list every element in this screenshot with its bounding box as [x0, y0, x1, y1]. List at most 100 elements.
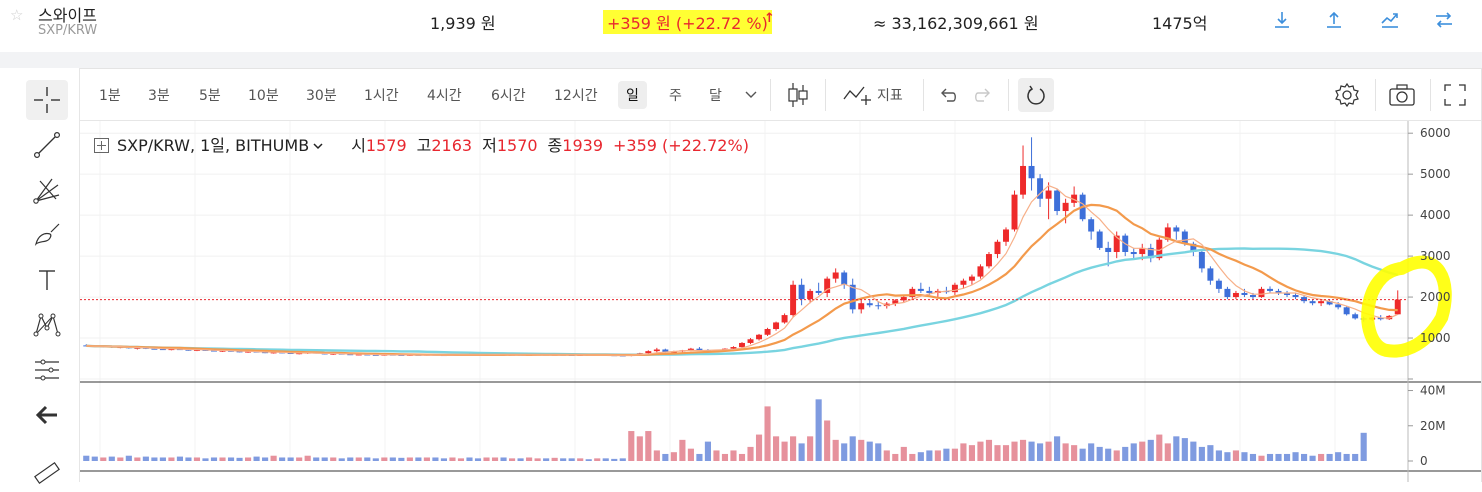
volume-bar: [406, 457, 413, 461]
timeframe-4h[interactable]: 4시간: [427, 88, 462, 104]
chevron-down-icon[interactable]: [744, 87, 758, 101]
volume-bar: [270, 455, 277, 461]
candle-body: [1224, 288, 1231, 298]
redo-icon[interactable]: [973, 85, 993, 105]
candle-body: [764, 329, 771, 335]
volume-bar: [636, 436, 643, 461]
undo-icon[interactable]: [938, 85, 958, 105]
volume-bar: [483, 457, 490, 461]
toolbar-divider: [770, 79, 771, 111]
volume-bar: [1054, 436, 1061, 461]
timeframe-30m[interactable]: 30분: [306, 88, 337, 104]
timeframe-6h[interactable]: 6시간: [491, 88, 526, 104]
trend-line-tool[interactable]: [26, 125, 68, 165]
candle-body: [1003, 229, 1009, 242]
volume-bar: [1028, 441, 1035, 461]
candle-body: [1343, 307, 1350, 315]
expand-plus-icon[interactable]: [94, 138, 109, 153]
timeframe-1m[interactable]: 1분: [99, 88, 121, 104]
volume-bar: [696, 453, 703, 461]
volume-bar: [560, 458, 567, 461]
chevron-down-icon[interactable]: [313, 142, 323, 150]
reset-button[interactable]: [1018, 78, 1054, 112]
favorite-star-icon[interactable]: ☆: [10, 6, 24, 24]
candle-body: [824, 278, 831, 293]
candle-body: [687, 348, 694, 351]
candle-body: [875, 305, 882, 307]
candlestick-type-icon[interactable]: [786, 81, 810, 109]
volume-bar: [1096, 446, 1103, 461]
volume-bar: [611, 458, 618, 461]
volume-bar: [858, 439, 865, 461]
candle-body: [236, 351, 243, 353]
indicator-button[interactable]: 지표: [877, 88, 903, 104]
volume-bar: [100, 457, 107, 461]
crosshair-tool[interactable]: [26, 80, 68, 120]
swap-icon[interactable]: [1432, 8, 1456, 32]
withdraw-icon[interactable]: [1322, 8, 1346, 32]
volume-bar: [262, 457, 269, 461]
ruler-tool[interactable]: [26, 452, 68, 492]
volume-bar: [151, 457, 158, 461]
moving-averages: [86, 184, 1399, 357]
pattern-tool[interactable]: [26, 305, 68, 345]
timeframe-month[interactable]: 달: [709, 88, 722, 104]
candle-body: [355, 354, 362, 356]
volume-bar: [491, 457, 499, 461]
candle-body: [1190, 243, 1197, 252]
price-tick-label: 1000: [1420, 331, 1451, 345]
timeframe-1h[interactable]: 1시간: [364, 88, 399, 104]
volume-bar: [849, 436, 856, 461]
camera-icon[interactable]: [1388, 83, 1416, 107]
price-tick-label: 6000: [1420, 126, 1451, 140]
volume-bar: [679, 439, 686, 461]
brush-tool[interactable]: [26, 215, 68, 255]
price-tick-label: 5000: [1420, 167, 1451, 181]
volume-bar: [687, 448, 694, 461]
candle-body: [739, 342, 745, 348]
volume-bar: [1019, 439, 1027, 461]
volume-bar: [883, 450, 890, 461]
back-tool[interactable]: [26, 395, 68, 435]
legend-high: 2163: [431, 136, 473, 155]
candle-body: [1198, 252, 1205, 269]
candle-body: [168, 349, 175, 351]
brush-icon: [34, 223, 60, 246]
volume-bar: [108, 456, 115, 461]
text-tool[interactable]: [26, 260, 68, 300]
volume-bar: [926, 450, 933, 461]
volume-bar: [321, 457, 328, 461]
volume-bar: [236, 457, 243, 461]
price-chart[interactable]: 1000 2000 3000 4000 5000 6000 0 20M 40M: [80, 121, 1481, 482]
volume-bar: [1266, 453, 1274, 461]
volume-tick-label: 0: [1420, 454, 1428, 468]
legend-symbol[interactable]: SXP/KRW, 1일, BITHUMB: [117, 136, 310, 155]
fib-fan-tool[interactable]: [26, 170, 68, 210]
settings-gear-icon[interactable]: [1334, 82, 1360, 108]
indicator-icon[interactable]: [842, 83, 872, 107]
candle-body: [262, 352, 269, 354]
volume-bar: [313, 457, 320, 461]
candle-body: [1045, 190, 1052, 199]
trend-chart-icon[interactable]: [1378, 8, 1402, 32]
candle-body: [1028, 165, 1035, 179]
candle-body: [977, 266, 984, 277]
ticker-bar: ☆ 스와이프 SXP/KRW 1,939 원 +359 원 (+22.72 %)…: [0, 0, 1482, 52]
timeframe-day[interactable]: 일: [618, 81, 647, 109]
timeframe-12h[interactable]: 12시간: [554, 88, 598, 104]
timeframe-5m[interactable]: 5분: [199, 88, 221, 104]
volume-bar: [1088, 443, 1095, 461]
volume-bar: [474, 458, 482, 461]
timeframe-3m[interactable]: 3분: [148, 88, 170, 104]
measure-tool[interactable]: [26, 350, 68, 390]
timeframe-10m[interactable]: 10분: [248, 88, 279, 104]
candle-body: [1062, 202, 1069, 212]
candle-body: [1181, 231, 1188, 244]
timeframe-week[interactable]: 주: [669, 88, 682, 104]
deposit-icon[interactable]: [1270, 8, 1294, 32]
candle-body: [1292, 295, 1299, 298]
candle-body: [1071, 194, 1078, 203]
volume-bar: [1147, 439, 1154, 461]
volume-bar: [355, 457, 362, 461]
fullscreen-icon[interactable]: [1442, 82, 1468, 108]
